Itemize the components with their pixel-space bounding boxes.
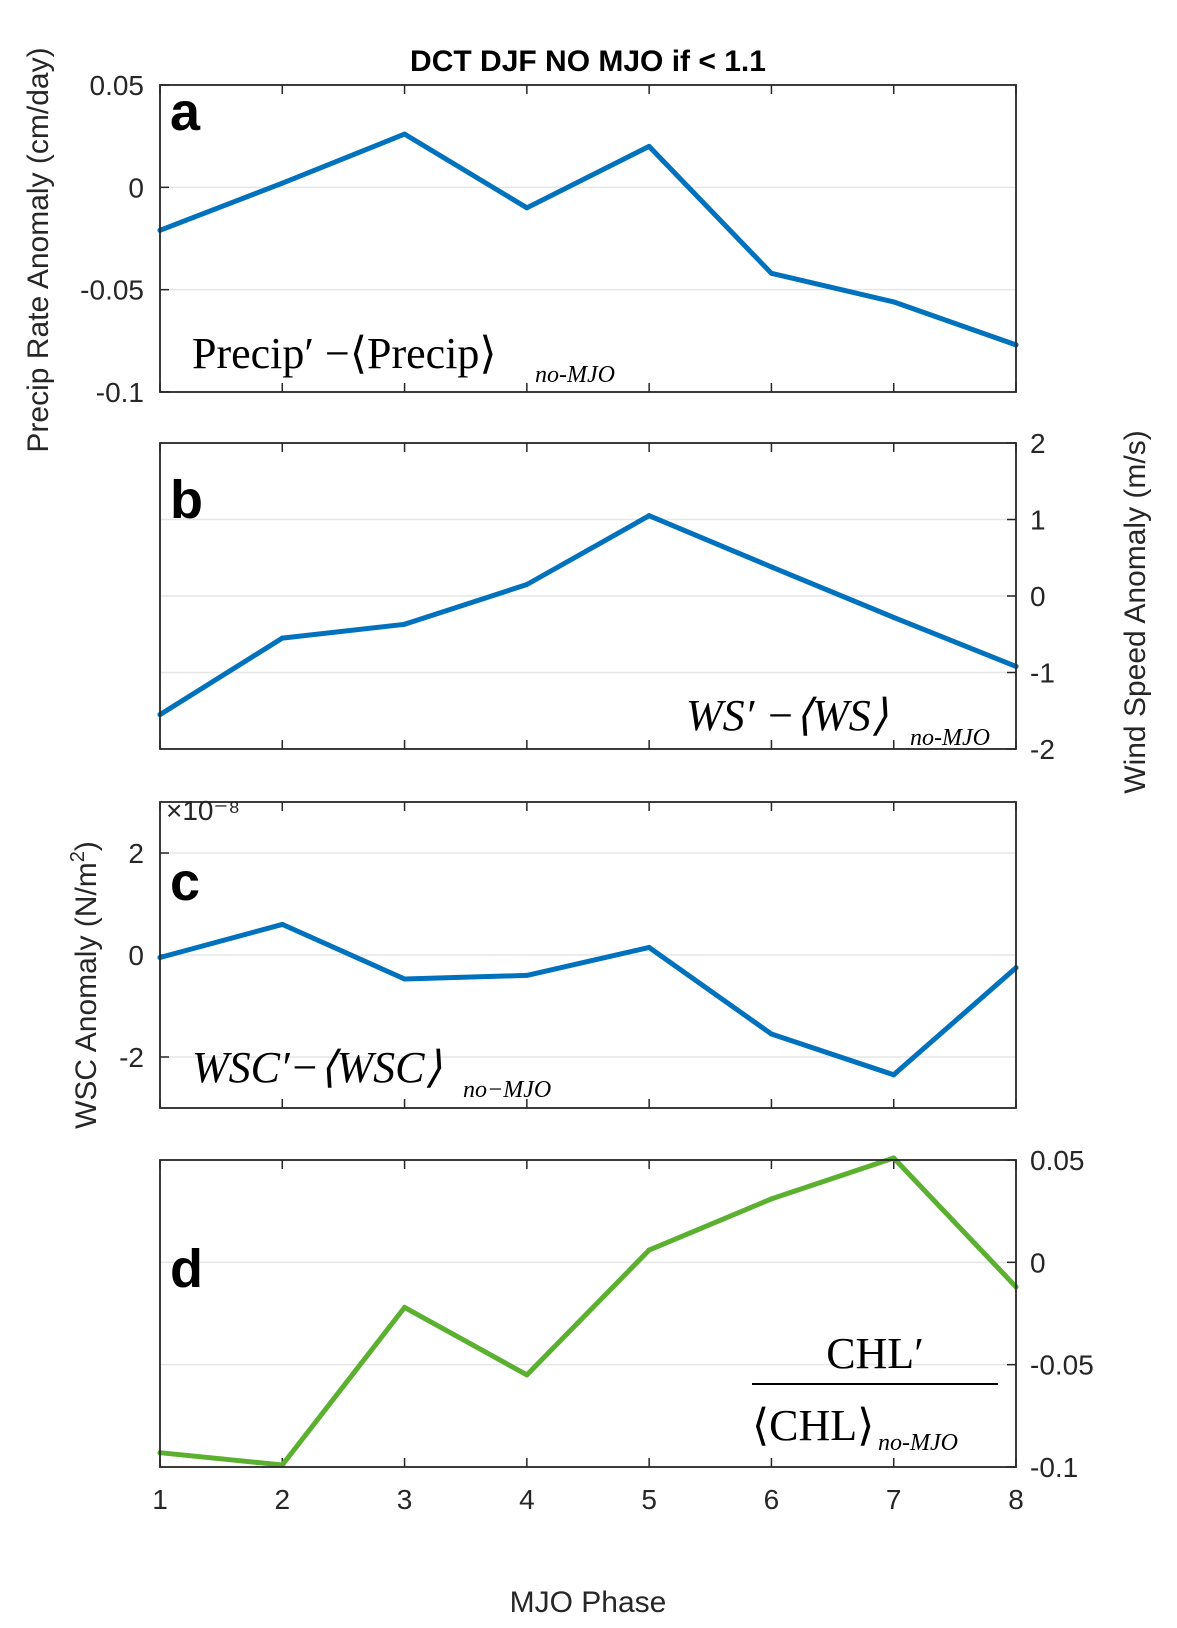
data-point-b [891, 614, 897, 620]
x-tick-label: 4 [519, 1484, 535, 1515]
data-point-b [402, 621, 408, 627]
formula-d-numerator: CHL′ [826, 1329, 924, 1378]
y-tick-label-b: 2 [1030, 428, 1046, 459]
y-axis-label-c: WSC Anomaly (N/m2) [67, 841, 103, 1129]
data-point-d [402, 1304, 408, 1310]
panel-letter-b: b [170, 470, 203, 530]
panel-b: 2 1 0 -1 -2 [157, 428, 1055, 765]
data-point-b [768, 564, 774, 570]
x-tick-label: 3 [397, 1484, 413, 1515]
y-tick-label-d: -0.05 [1030, 1350, 1094, 1381]
panel-c: 2 0 -2 [119, 801, 1019, 1109]
data-point-d [768, 1196, 774, 1202]
x-tick-label: 8 [1008, 1484, 1024, 1515]
formula-c: WSC′−⟨WSC⟩ no−MJO [192, 1043, 551, 1103]
panel-letter-c: c [170, 852, 200, 912]
x-tick-label: 2 [274, 1484, 290, 1515]
data-point-d [524, 1372, 530, 1378]
y-tick-label-c: 0 [128, 940, 144, 971]
x-tick-label: 5 [641, 1484, 657, 1515]
y-tick-label-b: -2 [1030, 734, 1055, 765]
formula-d-sub: no-MJO [878, 1430, 958, 1456]
y-tick-label-c: 2 [128, 838, 144, 869]
y-tick-label-a: -0.1 [96, 377, 144, 408]
formula-a-main: Precip′ −⟨Precip⟩ [192, 329, 497, 378]
formula-b-sub: no-MJO [910, 725, 990, 751]
data-point-d [646, 1247, 652, 1253]
y-tick-label-c: -2 [119, 1042, 144, 1073]
formula-c-sub: no−MJO [463, 1077, 551, 1103]
x-tick-label: 1 [152, 1484, 168, 1515]
axes-box-d [159, 1159, 1017, 1468]
panel-a: 0.05 0 -0.05 -0.1 [80, 70, 1019, 408]
formula-d-denominator: ⟨CHL⟩ [752, 1401, 874, 1450]
series-line-a [157, 131, 1019, 348]
x-tick-label: 7 [886, 1484, 902, 1515]
y-tick-label-a: 0.05 [90, 70, 145, 101]
data-point-a [768, 270, 774, 276]
data-point-c [768, 1031, 774, 1037]
formula-b-main: WS′ −⟨WS⟩ [686, 691, 888, 740]
series-line-c [157, 921, 1019, 1078]
formula-a-sub: no-MJO [535, 362, 615, 388]
panel-letter-a: a [170, 82, 201, 142]
data-point-a [279, 180, 285, 186]
y-tick-label-d: -0.1 [1030, 1452, 1078, 1483]
axes-box-b [159, 442, 1017, 750]
formula-a: Precip′ −⟨Precip⟩ no-MJO [192, 329, 615, 388]
x-axis-label: MJO Phase [510, 1586, 667, 1619]
data-point-b [524, 582, 530, 588]
y-axis-label-b: Wind Speed Anomaly (m/s) [1119, 430, 1152, 793]
data-point-a [891, 299, 897, 305]
axes-box-c [159, 801, 1017, 1109]
formula-b: WS′ −⟨WS⟩ no-MJO [686, 691, 990, 751]
y-axis-label-a: Precip Rate Anomaly (cm/day) [22, 47, 55, 452]
data-point-c [891, 1072, 897, 1078]
panel-letter-d: d [170, 1239, 203, 1299]
y-tick-label-b: 0 [1030, 581, 1046, 612]
data-point-c [279, 921, 285, 927]
series-line-d [157, 1155, 1019, 1468]
data-point-c [402, 976, 408, 982]
series-line-b [157, 513, 1019, 718]
panel-d: 0.05 0 -0.05 -0.1 [157, 1145, 1094, 1483]
data-point-a [524, 205, 530, 211]
exponent-label-c: ×10⁻⁸ [166, 795, 240, 826]
y-tick-label-d: 0.05 [1030, 1145, 1085, 1176]
formula-d: CHL′ ⟨CHL⟩ no-MJO [752, 1329, 998, 1456]
data-point-c [646, 944, 652, 950]
data-point-b [646, 513, 652, 519]
formula-c-main: WSC′−⟨WSC⟩ [192, 1043, 442, 1092]
data-point-a [402, 131, 408, 137]
data-point-c [524, 972, 530, 978]
panels: 0.05 0 -0.05 -0.1 2 1 0 -1 -2 2 0 -2 0.05 0 -0.05 -0.1 1… [80, 70, 1094, 1515]
figure-title: DCT DJF NO MJO if < 1.1 [410, 45, 766, 78]
data-point-a [646, 143, 652, 149]
y-tick-label-b: 1 [1030, 505, 1046, 536]
y-tick-label-b: -1 [1030, 658, 1055, 689]
y-tick-label-a: -0.05 [80, 275, 144, 306]
x-tick-label: 6 [764, 1484, 780, 1515]
axes-box-a [159, 84, 1017, 393]
y-tick-label-d: 0 [1030, 1247, 1046, 1278]
data-point-b [279, 635, 285, 641]
y-tick-label-a: 0 [128, 172, 144, 203]
